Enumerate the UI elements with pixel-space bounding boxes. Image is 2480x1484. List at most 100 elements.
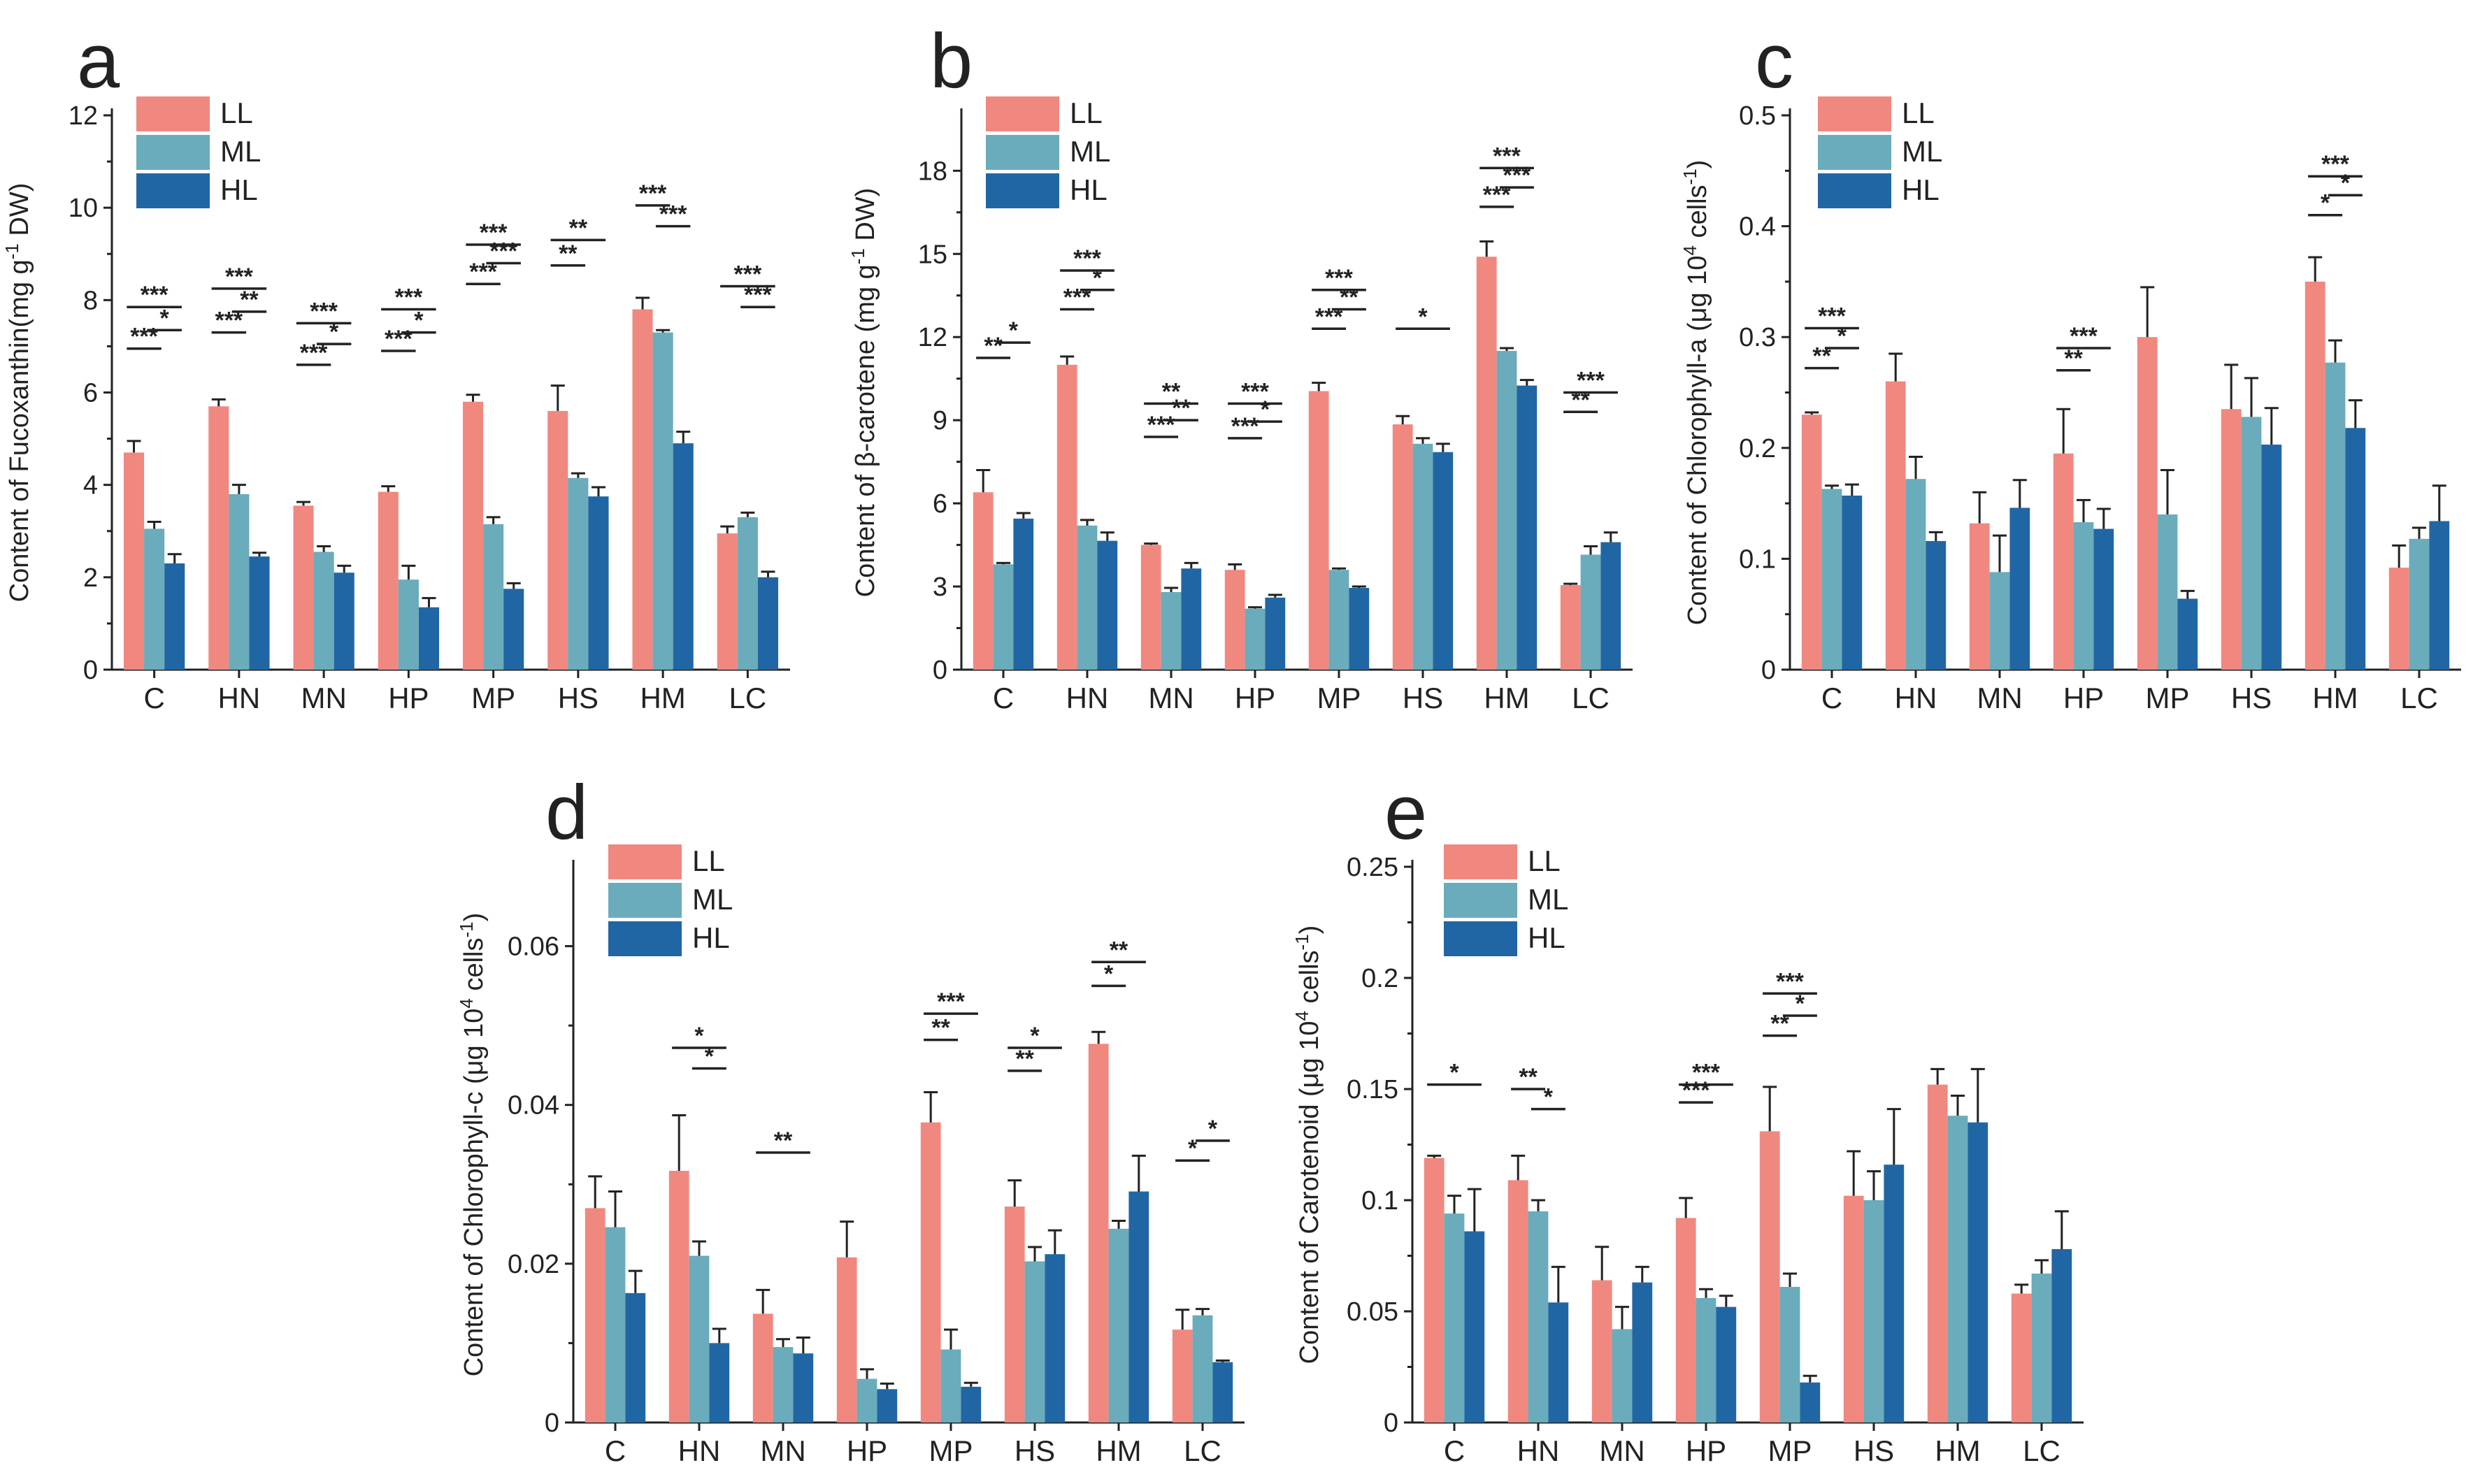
error-bar (1080, 519, 1094, 526)
bar-ml-hp (2073, 522, 2094, 670)
bar-hl-hm (1967, 1122, 1988, 1422)
significance-mark: *** (659, 201, 687, 228)
error-bar (1970, 1067, 1985, 1123)
significance-mark: *** (1073, 245, 1101, 272)
bar-hl-c (1842, 495, 1863, 670)
legend-swatch-ml (1818, 135, 1891, 170)
error-bar (252, 552, 266, 557)
bar-hl-hs (588, 496, 609, 670)
error-bar (2432, 484, 2446, 521)
error-bar (296, 500, 311, 506)
error-bar (2180, 589, 2195, 599)
error-bar (2328, 339, 2342, 363)
bar-ml-lc (1192, 1315, 1213, 1422)
legend-label-hl: HL (220, 173, 258, 206)
bar-hl-hm (673, 443, 694, 670)
significance-mark: ** (1110, 937, 1128, 963)
bar-hl-c (1464, 1231, 1485, 1422)
significance-mark: ** (1162, 378, 1181, 405)
error-bar (1805, 411, 1819, 415)
y-tick-label: 6 (83, 379, 98, 408)
error-bar (880, 1382, 894, 1390)
bar-ll-mp (920, 1122, 941, 1422)
x-tick-label: HM (1935, 1434, 1980, 1467)
error-bar (1844, 483, 1859, 496)
bar-hl-mn (793, 1353, 814, 1422)
bar-ml-hm (1108, 1228, 1129, 1422)
error-bar (1479, 240, 1494, 257)
x-tick-label: C (1821, 682, 1842, 714)
significance-mark: ** (984, 333, 1003, 359)
y-tick-label: 2 (83, 563, 98, 593)
bar-ml-c (1821, 489, 1842, 670)
x-tick-label: MN (1599, 1434, 1644, 1467)
x-tick-label: LC (1572, 682, 1610, 714)
error-bar (672, 1114, 687, 1171)
legend-label-ll: LL (1070, 96, 1103, 129)
significance-mark: *** (1682, 1077, 1710, 1104)
significance-mark: * (1449, 1060, 1459, 1086)
x-tick-label: MN (1977, 682, 2022, 714)
bar-ll-hn (1507, 1180, 1528, 1422)
x-tick-label: MP (929, 1434, 973, 1467)
y-tick-label: 0.3 (1739, 323, 1776, 352)
bar-hl-hn (1926, 541, 1947, 670)
y-tick-label: 0.5 (1739, 101, 1776, 131)
legend-label-ml: ML (1902, 135, 1942, 168)
significance-mark: *** (639, 180, 667, 207)
bar-hl-hs (1433, 452, 1454, 670)
y-tick-label: 0.2 (1739, 434, 1776, 463)
bar-hl-hn (709, 1343, 730, 1422)
x-tick-label: MP (1317, 682, 1361, 714)
significance-mark: * (160, 305, 170, 331)
significance-mark: *** (2070, 323, 2098, 350)
error-bar (740, 511, 755, 517)
significance-mark: *** (1325, 265, 1353, 291)
x-tick-label: HP (1686, 1434, 1726, 1467)
legend-swatch-hl (986, 173, 1059, 208)
error-bar (2348, 399, 2363, 428)
bar-hl-lc (757, 577, 779, 670)
significance-mark: * (1544, 1084, 1554, 1111)
error-bar (676, 431, 691, 444)
bar-hl-mp (1800, 1382, 1821, 1422)
error-bar (1615, 1306, 1629, 1330)
significance-mark: *** (2321, 151, 2349, 178)
bar-ll-hm (1476, 257, 1497, 670)
y-tick-label: 0.02 (508, 1250, 559, 1279)
error-bar (2077, 498, 2091, 523)
significance-mark: *** (1063, 284, 1091, 311)
bar-ll-hs (547, 410, 568, 670)
error-bar (1396, 415, 1410, 425)
error-bar (1175, 1309, 1190, 1330)
panel-letter-a: a (77, 18, 120, 104)
error-bar (1500, 347, 1514, 352)
bar-ll-c (585, 1208, 605, 1422)
x-tick-label: C (1444, 1434, 1465, 1467)
error-bar (1595, 1246, 1610, 1281)
significance-mark: * (1093, 265, 1103, 291)
bar-ll-mn (752, 1313, 773, 1422)
x-tick-label: HS (1854, 1434, 1894, 1467)
error-bar (924, 1091, 938, 1123)
bar-hl-lc (2429, 521, 2450, 670)
error-bar (1332, 567, 1346, 570)
x-tick-label: MP (2146, 682, 2190, 714)
bar-ll-hs (2221, 409, 2242, 670)
bar-ll-mn (1969, 523, 1990, 670)
significance-mark: *** (1503, 162, 1531, 189)
error-bar (1248, 606, 1262, 609)
error-bar (381, 485, 396, 492)
significance-mark: * (1837, 323, 1847, 350)
significance-mark: ** (1571, 387, 1590, 413)
bar-ll-hs (1392, 424, 1413, 670)
x-tick-label: LC (2400, 682, 2438, 714)
error-bar (776, 1338, 790, 1348)
bar-ml-hm (1947, 1116, 1968, 1422)
legend-swatch-hl (1818, 173, 1891, 208)
bar-ml-hs (1863, 1200, 1884, 1422)
legend-label-ll: LL (1528, 844, 1561, 877)
bar-hl-mn (334, 572, 354, 670)
bar-ml-mp (1328, 570, 1349, 670)
bar-ll-hm (2305, 281, 2325, 670)
